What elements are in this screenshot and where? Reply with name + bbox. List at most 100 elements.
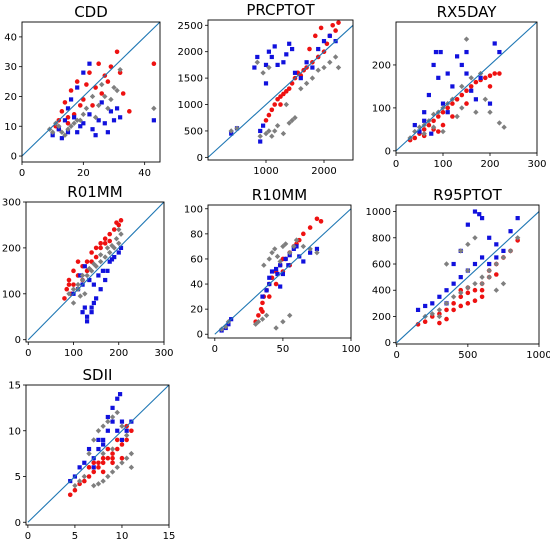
data-point-red: [71, 282, 76, 287]
data-point-blue: [252, 65, 257, 70]
data-point-blue: [445, 71, 450, 76]
data-point-gray: [459, 83, 465, 90]
data-point-blue: [278, 284, 283, 289]
y-tick-label: 100: [372, 103, 391, 114]
data-point-gray: [128, 450, 135, 457]
data-point-blue: [459, 62, 464, 68]
data-point-blue: [492, 41, 497, 46]
y-tick-label: 1000: [178, 100, 203, 111]
data-point-blue: [477, 212, 482, 217]
data-point-red: [483, 75, 488, 81]
data-point-blue: [508, 229, 513, 234]
data-point-red: [415, 322, 421, 327]
data-point-gray: [102, 93, 108, 100]
data-point-blue: [115, 428, 120, 433]
data-point-gray: [263, 130, 269, 137]
data-point-gray: [335, 64, 342, 71]
data-point-blue: [444, 288, 449, 293]
data-point-gray: [465, 284, 471, 291]
panel-r95ptot: R95PTOT 0 500 1000 0 200 400 600 800 1000: [366, 186, 550, 361]
x-tick-label: 1000: [526, 350, 550, 361]
data-point-red: [426, 122, 432, 128]
y-tick-label: 300: [2, 198, 21, 209]
data-point-blue: [84, 314, 90, 319]
data-point-gray: [49, 129, 56, 135]
data-point-red: [114, 446, 120, 452]
data-point-red: [93, 254, 99, 260]
data-point-blue: [59, 136, 64, 141]
panel-r10mm: R10MM 0 50 100 0 20 40 60 80 100: [184, 186, 361, 355]
data-point-red: [497, 71, 502, 76]
data-point-red: [313, 33, 318, 39]
y-tick-label: 20: [4, 92, 17, 103]
data-point-blue: [479, 255, 485, 260]
data-point-red: [286, 86, 292, 91]
data-point-gray: [273, 325, 279, 331]
data-point-red: [74, 79, 80, 84]
y-tick-label: 5: [15, 472, 21, 483]
x-tick-label: 2000: [311, 166, 336, 177]
x-tick-label: 500: [458, 350, 477, 361]
data-point-gray: [113, 236, 120, 242]
x-tick-label: 200: [480, 159, 499, 170]
data-point-blue: [283, 256, 288, 262]
data-point-blue: [119, 437, 125, 443]
data-point-red: [444, 307, 449, 313]
data-point-blue: [78, 124, 83, 129]
data-point-gray: [257, 133, 263, 139]
data-point-red: [82, 478, 87, 484]
data-point-gray: [486, 274, 492, 280]
data-point-red: [256, 313, 261, 318]
data-point-red: [273, 281, 279, 287]
data-point-red: [90, 103, 95, 108]
data-point-gray: [507, 248, 514, 254]
x-tick-label: 200: [109, 348, 128, 359]
data-point-gray: [66, 291, 72, 297]
data-point-gray: [109, 242, 115, 249]
data-point-red: [102, 241, 108, 246]
data-point-blue: [415, 307, 421, 313]
data-point-gray: [468, 75, 474, 81]
data-point-gray: [269, 133, 275, 139]
data-point-red: [336, 20, 341, 25]
x-tick-label: 15: [163, 531, 176, 541]
data-point-red: [296, 237, 302, 243]
one-to-one-line: [27, 201, 165, 341]
data-point-red: [107, 238, 113, 244]
data-point-gray: [105, 418, 111, 425]
data-point-gray: [109, 414, 116, 420]
data-point-gray: [107, 249, 113, 256]
data-point-blue: [96, 437, 101, 443]
data-point-blue: [110, 419, 115, 424]
data-point-blue: [91, 282, 96, 287]
data-point-gray: [458, 248, 464, 254]
data-point-blue: [56, 127, 61, 132]
data-point-gray: [280, 318, 286, 325]
y-tick-label: 0: [11, 152, 17, 163]
x-tick-label: 0: [19, 168, 25, 179]
data-point-red: [110, 455, 115, 461]
data-point-blue: [93, 133, 98, 138]
data-point-red: [318, 25, 324, 31]
data-point-gray: [70, 300, 77, 306]
data-point-gray: [300, 243, 307, 250]
data-point-gray: [123, 432, 130, 439]
one-to-one-line: [27, 384, 170, 523]
data-point-red: [458, 303, 464, 309]
data-point-red: [436, 114, 441, 119]
data-point-red: [91, 469, 97, 475]
data-point-gray: [91, 437, 97, 443]
data-point-red: [260, 300, 265, 306]
data-point-red: [124, 437, 129, 443]
data-point-red: [96, 460, 101, 466]
data-point-gray: [105, 105, 111, 112]
one-to-one-line: [214, 208, 352, 335]
data-point-gray: [95, 481, 102, 487]
data-point-blue: [412, 122, 417, 128]
data-point-gray: [62, 132, 68, 138]
data-point-gray: [97, 258, 104, 265]
panel-title: SDII: [83, 366, 113, 384]
data-point-blue: [86, 446, 92, 452]
data-point-blue: [111, 118, 117, 123]
